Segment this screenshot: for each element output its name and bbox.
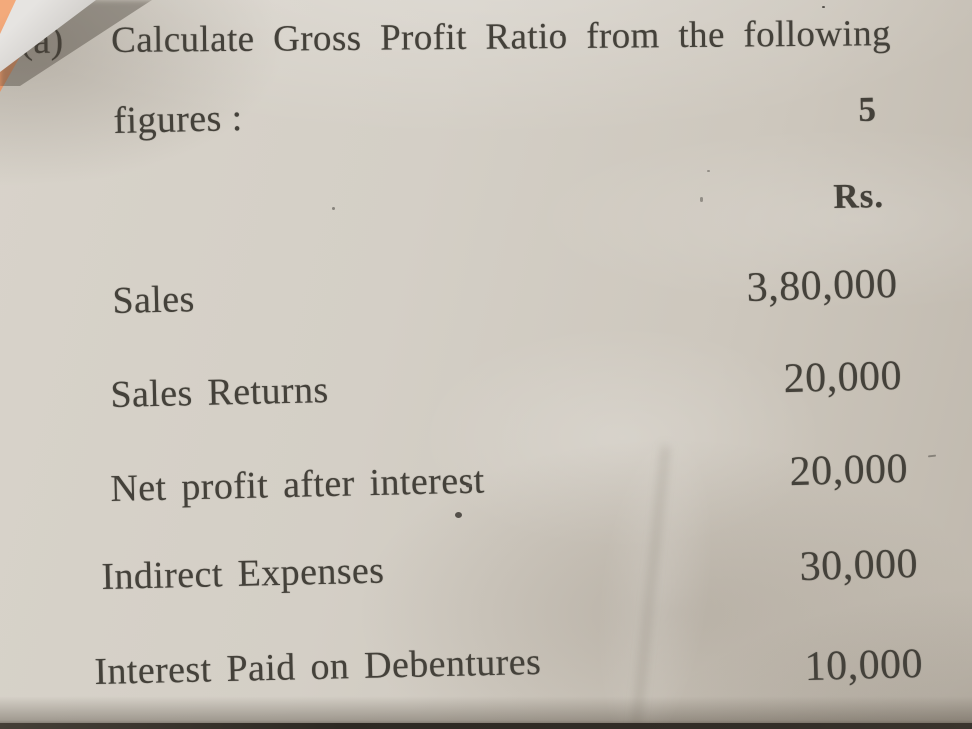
- question-prompt-line1: Calculate Gross Profit Ratio from the fo…: [110, 13, 892, 61]
- figure-value: 3,80,000: [746, 261, 899, 311]
- figure-value: 30,000: [798, 541, 919, 591]
- marks-badge: 5: [857, 89, 877, 129]
- paper-speck: [822, 6, 825, 8]
- figure-label: Indirect Expenses: [100, 549, 385, 598]
- currency-column-header: Rs.: [832, 175, 885, 216]
- figure-label: Sales Returns: [109, 369, 329, 416]
- figure-label: Interest Paid on Debentures: [93, 640, 542, 693]
- figure-label: Sales: [111, 278, 196, 322]
- paper-speck: [332, 207, 335, 210]
- paper-speck: [927, 454, 937, 458]
- figure-value: 10,000: [803, 641, 924, 691]
- paper-speck: [700, 197, 703, 202]
- figure-value: 20,000: [788, 446, 909, 496]
- paper-speck: [455, 512, 462, 518]
- paper-speck: [707, 170, 710, 172]
- question-prompt-line2: figures :: [112, 97, 244, 142]
- figure-value: 20,000: [782, 353, 903, 403]
- paper-speck: [560, 33, 563, 36]
- figure-label: Net profit after interest: [109, 459, 486, 510]
- table-edge-shadow: [0, 723, 972, 729]
- paper-crease-highlight: [580, 424, 730, 729]
